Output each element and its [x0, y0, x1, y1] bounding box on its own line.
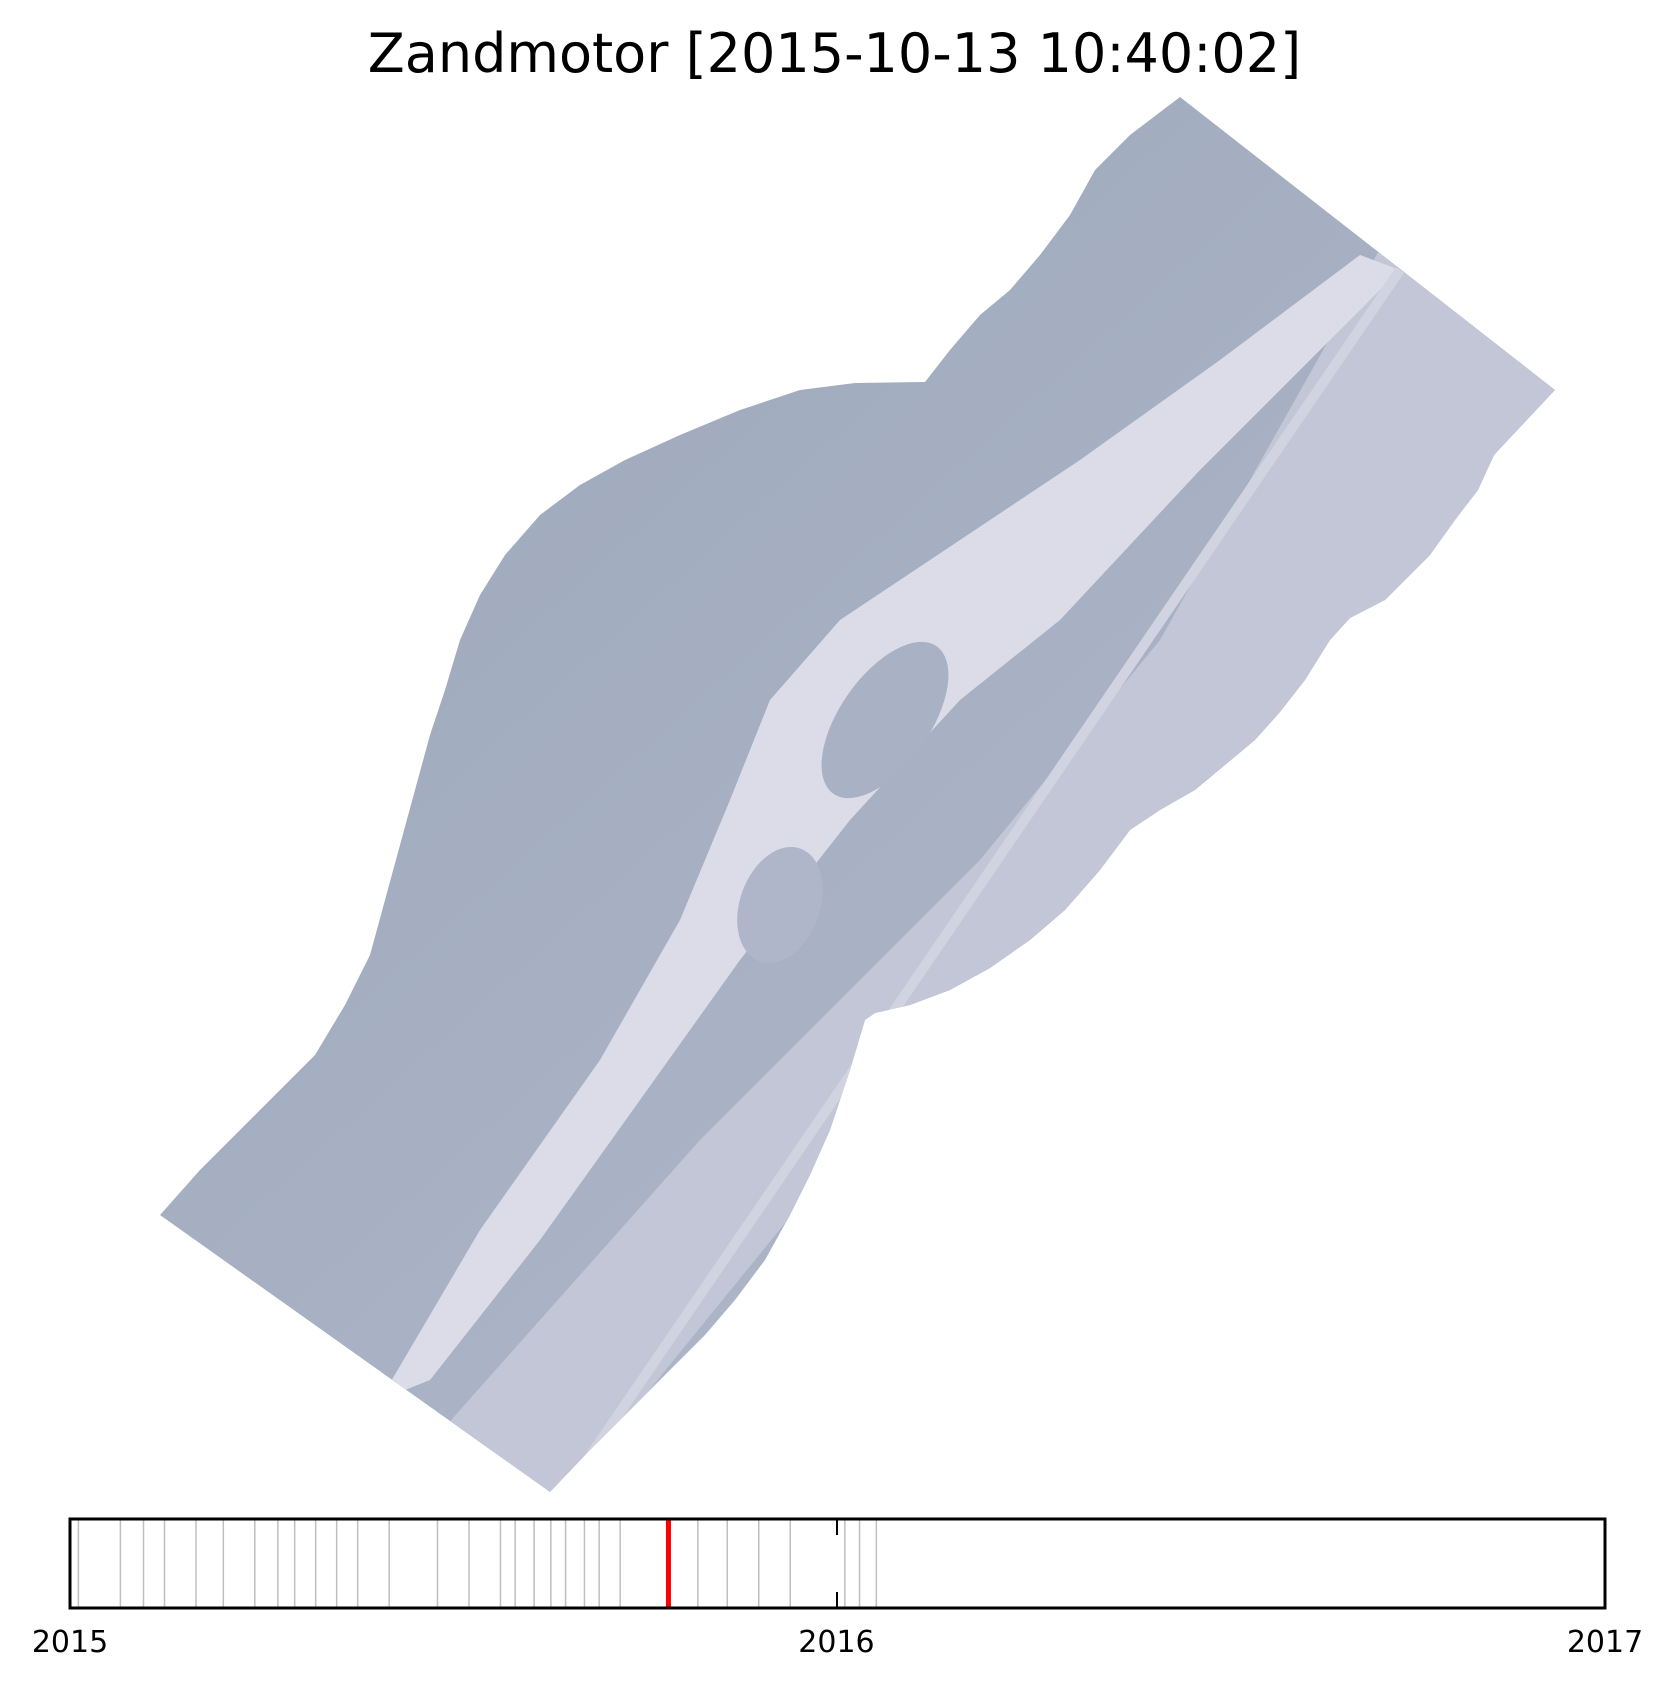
year-tick-label: 2017 — [1567, 1625, 1643, 1660]
satellite-image — [160, 97, 1555, 1492]
timeline-strip: 2015 2016 2017 — [32, 1517, 1643, 1660]
year-tick-label: 2015 — [32, 1625, 108, 1660]
year-tick-label: 2016 — [798, 1625, 874, 1660]
chart-title: Zandmotor [2015-10-13 10:40:02] — [367, 22, 1302, 85]
